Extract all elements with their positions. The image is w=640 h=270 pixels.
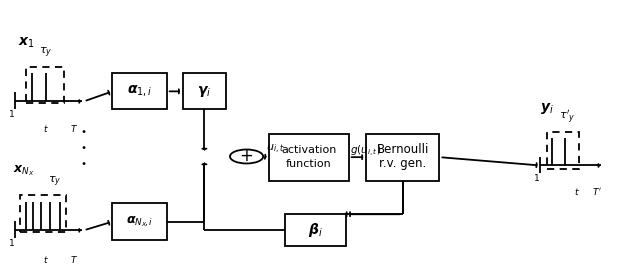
Text: $t$: $t$	[44, 123, 49, 134]
Text: r.v. gen.: r.v. gen.	[379, 157, 426, 170]
Text: $\boldsymbol{\alpha}_{1,i}$: $\boldsymbol{\alpha}_{1,i}$	[127, 84, 152, 99]
Text: Bernoulli: Bernoulli	[376, 143, 429, 156]
Bar	[547, 132, 579, 169]
Text: activation: activation	[281, 146, 337, 156]
Text: $\boldsymbol{x}_{N_X}$: $\boldsymbol{x}_{N_X}$	[13, 163, 35, 178]
Text: 1: 1	[534, 174, 540, 183]
Text: $T$: $T$	[70, 123, 78, 134]
Text: $T'$: $T'$	[593, 186, 602, 197]
Text: function: function	[286, 159, 332, 169]
Bar	[113, 73, 167, 109]
Text: 1: 1	[9, 239, 15, 248]
Text: $\bullet$: $\bullet$	[81, 141, 87, 151]
Text: $T$: $T$	[70, 254, 78, 265]
Bar	[113, 204, 167, 240]
Bar	[26, 66, 65, 103]
Text: $+$: $+$	[239, 147, 253, 165]
Text: $\boldsymbol{y}_i$: $\boldsymbol{y}_i$	[540, 101, 554, 116]
Text: $\boldsymbol{\alpha}_{N_X\!,i}$: $\boldsymbol{\alpha}_{N_X\!,i}$	[126, 214, 153, 229]
Bar	[285, 214, 346, 247]
Bar	[20, 195, 67, 232]
Text: $\boldsymbol{\gamma}_i$: $\boldsymbol{\gamma}_i$	[197, 84, 212, 99]
Bar	[366, 134, 440, 181]
Text: $\bullet$: $\bullet$	[81, 157, 87, 167]
Text: $t$: $t$	[44, 254, 49, 265]
Text: $g(u_{i,t})$: $g(u_{i,t})$	[350, 144, 381, 159]
Bar	[182, 73, 226, 109]
Text: $\boldsymbol{\beta}_i$: $\boldsymbol{\beta}_i$	[308, 221, 323, 239]
Text: $t$: $t$	[574, 186, 580, 197]
Text: $\tau'_y$: $\tau'_y$	[559, 108, 576, 126]
Text: 1: 1	[9, 110, 15, 119]
Text: $\boldsymbol{x}_1$: $\boldsymbol{x}_1$	[18, 36, 35, 50]
Text: $\tau_y$: $\tau_y$	[48, 174, 61, 189]
Text: $u_{i,t}$: $u_{i,t}$	[266, 143, 285, 156]
Text: $\bullet$: $\bullet$	[81, 125, 87, 135]
Text: $\tau_y$: $\tau_y$	[39, 45, 52, 60]
Bar	[269, 134, 349, 181]
